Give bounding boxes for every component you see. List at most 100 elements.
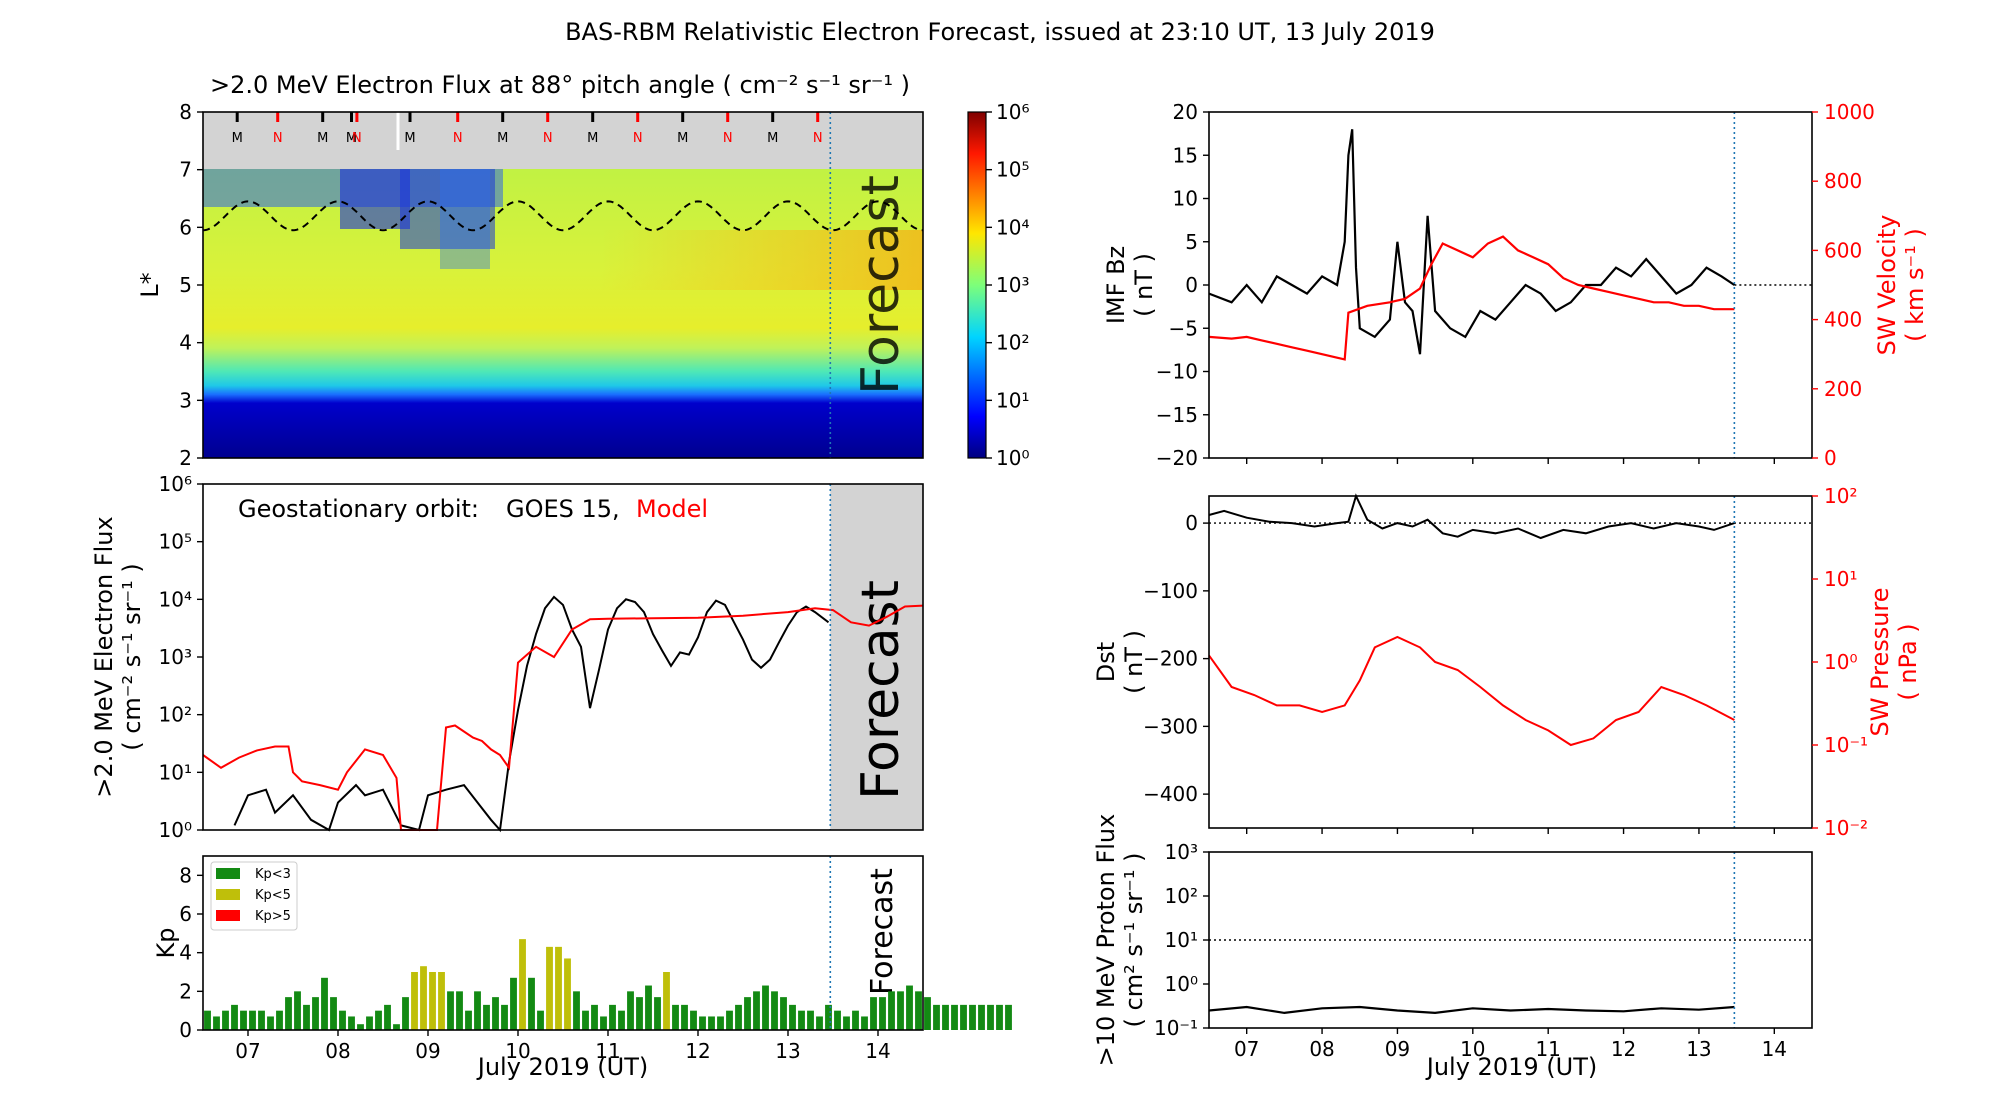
proton-ytick-label: 10³ xyxy=(1165,840,1198,864)
kp-bar xyxy=(969,1004,976,1030)
imf-ytick-label: −15 xyxy=(1156,403,1198,427)
kp-bar xyxy=(1005,1004,1012,1030)
proton-ytick-label: 10² xyxy=(1165,884,1198,908)
dst-ytick-label: −100 xyxy=(1143,579,1198,603)
figure-title: BAS-RBM Relativistic Electron Forecast, … xyxy=(565,18,1435,46)
dst-y2label-1: SW Pressure xyxy=(1866,587,1894,736)
kp-bar xyxy=(483,1004,490,1030)
dst-ylabel-2: ( nT ) xyxy=(1120,630,1148,694)
kp-bar xyxy=(366,1016,373,1030)
kp-bar xyxy=(870,997,877,1030)
kp-legend: Kp<3 Kp<5 Kp>5 xyxy=(210,861,298,931)
kp-ytick-label: 4 xyxy=(179,941,192,965)
geo-ytick-label: 10⁵ xyxy=(159,530,192,554)
kp-bar xyxy=(843,1016,850,1030)
proton-panel: 10⁻¹ 10⁰ 10¹ 10² 10³ 07 08 09 10 11 12 13 14 >10 Me… xyxy=(1092,814,1813,1081)
sw-velocity-line xyxy=(1208,235,1735,361)
geo-series xyxy=(202,595,924,833)
proton-ylabel-1: >10 MeV Proton Flux xyxy=(1092,814,1120,1067)
heatmap-panel: >2.0 MeV Electron Flux at 88° pitch angl… xyxy=(136,71,1029,470)
kp-bar xyxy=(690,1010,697,1030)
kp-bar xyxy=(699,1016,706,1030)
dst-y2tick-label: 10¹ xyxy=(1824,567,1857,591)
kp-xtick-label: 12 xyxy=(685,1039,710,1063)
colorbar xyxy=(967,111,987,459)
colorbar-tick-label: 10⁴ xyxy=(996,215,1029,239)
kp-bar xyxy=(438,972,445,1030)
kp-panel: Forecast 0 2 4 6 8 07 08 09 10 11 12 13 14 Kp July … xyxy=(152,855,1012,1081)
heatmap-ytick-label: 6 xyxy=(179,215,192,239)
kp-xtick-label: 13 xyxy=(775,1039,800,1063)
kp-bar xyxy=(573,991,580,1030)
orbit-marker-label: M xyxy=(404,131,415,146)
kp-bar xyxy=(915,991,922,1030)
kp-bar xyxy=(501,1004,508,1030)
kp-bar xyxy=(267,1016,274,1030)
kp-bar xyxy=(654,997,661,1030)
orbit-marker-label: M xyxy=(497,131,508,146)
kp-bar xyxy=(456,991,463,1030)
dst-ytick-label: −300 xyxy=(1143,714,1198,738)
proton-xtick-label: 09 xyxy=(1385,1037,1410,1061)
kp-xtick-label: 11 xyxy=(595,1039,620,1063)
kp-xtick-label: 09 xyxy=(415,1039,440,1063)
dst-frame xyxy=(1208,495,1813,829)
kp-bar xyxy=(375,1010,382,1030)
orbit-marker-label: N xyxy=(723,131,733,146)
proton-x-ticks: 07 08 09 10 11 12 13 14 xyxy=(1234,1028,1787,1061)
proton-ytick-label: 10¹ xyxy=(1165,928,1198,952)
kp-legend-lt3: Kp<3 xyxy=(255,867,291,882)
kp-legend-lt5: Kp<5 xyxy=(255,888,291,903)
imf-y2tick-label: 0 xyxy=(1824,446,1837,470)
kp-bar xyxy=(402,997,409,1030)
imf-ytick-label: −5 xyxy=(1169,316,1198,340)
kp-bar xyxy=(222,1010,229,1030)
heatmap-y-ticks: 2 3 4 5 6 7 8 xyxy=(179,100,203,470)
kp-bar xyxy=(339,1010,346,1030)
imf-y2tick-label: 400 xyxy=(1824,308,1862,332)
kp-bar xyxy=(465,1010,472,1030)
kp-bar xyxy=(204,1010,211,1030)
proton-xtick-label: 12 xyxy=(1611,1037,1636,1061)
kp-bar xyxy=(753,991,760,1030)
imf-y2label-2: ( km s⁻¹ ) xyxy=(1901,228,1929,342)
kp-bar xyxy=(564,958,571,1030)
kp-bar xyxy=(447,991,454,1030)
orbit-marker-label: M xyxy=(346,131,357,146)
kp-legend-gt5: Kp>5 xyxy=(255,909,291,924)
geo-ylabel-2: ( cm⁻² s⁻¹ sr⁻¹ ) xyxy=(118,563,146,751)
sw-pressure-line xyxy=(1208,635,1735,747)
kp-bar xyxy=(582,1010,589,1030)
orbit-marker-label: N xyxy=(453,131,463,146)
kp-xtick-label: 14 xyxy=(865,1039,890,1063)
dst-y2-ticks: 10⁻² 10⁻¹ 10⁰ 10¹ 10² xyxy=(1812,484,1868,840)
kp-bar xyxy=(744,997,751,1030)
imf-y2tick-label: 600 xyxy=(1824,238,1862,262)
kp-bar xyxy=(789,1004,796,1030)
proton-ytick-label: 10⁰ xyxy=(1165,972,1198,996)
orbit-marker-label: N xyxy=(633,131,643,146)
goes15-flux-line xyxy=(233,595,830,833)
proton-xtick-label: 07 xyxy=(1234,1037,1259,1061)
kp-bar xyxy=(798,1010,805,1030)
proton-xtick-label: 11 xyxy=(1535,1037,1560,1061)
proton-xtick-label: 10 xyxy=(1460,1037,1485,1061)
heatmap-ytick-label: 7 xyxy=(179,158,192,182)
kp-bar xyxy=(627,991,634,1030)
dst-y2tick-label: 10⁻¹ xyxy=(1824,733,1868,757)
geo-forecast-shade xyxy=(830,484,923,830)
heatmap-warm xyxy=(600,230,923,290)
orbit-marker-label: M xyxy=(232,131,243,146)
dst-ytick-label: −400 xyxy=(1143,782,1198,806)
kp-bar xyxy=(708,1016,715,1030)
orbit-marker-label: M xyxy=(317,131,328,146)
dst-y-ticks: −400 −300 −200 −100 0 xyxy=(1143,511,1209,806)
kp-bar xyxy=(258,1010,265,1030)
proton-ytick-label: 10⁻¹ xyxy=(1154,1016,1198,1040)
colorbar-tick-label: 10¹ xyxy=(996,388,1029,412)
kp-ytick-label: 8 xyxy=(179,863,192,887)
kp-y-ticks: 0 2 4 6 8 xyxy=(179,863,203,1042)
kp-bar xyxy=(321,977,328,1030)
geo-ytick-label: 10⁶ xyxy=(159,472,192,496)
